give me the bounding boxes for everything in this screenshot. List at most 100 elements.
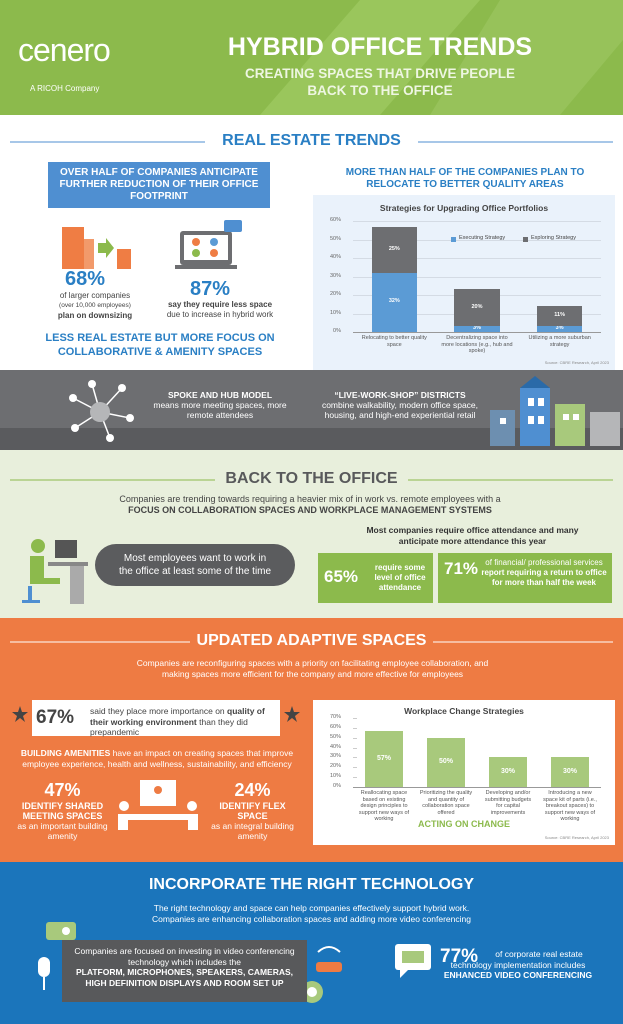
stat-line: said they place more importance on	[90, 706, 225, 716]
tech-box: Companies are focused on investing in vi…	[62, 940, 307, 1002]
title: HYBRID OFFICE TRENDS	[227, 33, 533, 61]
model-district: “LIVE-WORK-SHOP” DISTRICTS combine walkab…	[315, 390, 485, 420]
logo: cenero	[18, 32, 111, 68]
y-tick-label: 50%	[329, 733, 341, 740]
x-tick-label: Reallocating space based on existing des…	[358, 790, 410, 822]
tick-mark	[353, 718, 357, 719]
amenities-bold: BUILDING AMENITIES	[20, 748, 111, 758]
y-tick-label: 10%	[329, 309, 341, 316]
chart-title: Strategies for Upgrading Office Portfoli…	[379, 203, 549, 213]
intro-line: The right technology and space can help …	[153, 903, 470, 913]
value-label: 57%	[376, 754, 391, 762]
y-tick-label: 40%	[329, 743, 341, 750]
section-heading: UPDATED ADAPTIVE SPACES	[196, 632, 427, 649]
stat-24: 24% IDENTIFY FLEX SPACE as an integral bui…	[205, 780, 300, 841]
conclusion: LESS REAL ESTATE BUT MORE FOCUS ON COLLA…	[45, 332, 275, 358]
y-tick-label: 60%	[329, 217, 341, 223]
stat-line: of larger companies	[59, 291, 131, 300]
bar	[454, 326, 500, 332]
tick-mark	[353, 747, 357, 749]
bar	[550, 757, 590, 787]
y-tick-label: 50%	[329, 235, 341, 242]
section-heading: REAL ESTATE TRENDS	[222, 132, 401, 149]
y-tick-label: 30%	[329, 272, 341, 279]
stat-text: of corporate real estate technology impl…	[438, 949, 598, 981]
tick-mark	[353, 777, 357, 779]
y-tick-label: 60%	[329, 723, 341, 730]
x-tick-label: Prioritizing the quality and quantity of…	[419, 790, 473, 816]
stat-text: of larger companies (over 10,000 employee…	[40, 291, 150, 321]
value-label: 11%	[554, 312, 565, 319]
value-label: 30%	[500, 768, 515, 776]
tick-mark	[353, 737, 357, 739]
section-decor	[10, 479, 613, 604]
chart-source: Source: CBRE Research, April 2023	[544, 835, 609, 840]
amenities-text: have an impact on creating spaces that i…	[22, 748, 294, 769]
stat-bold: ENHANCED VIDEO CONFERENCING	[443, 970, 593, 980]
model-text: combine walkability, modern office space…	[321, 400, 479, 420]
intro-line: Companies are enhancing collaboration sp…	[152, 913, 471, 924]
legend-label: Exploring Strategy	[531, 235, 576, 241]
technology-section: INCORPORATE THE RIGHT TECHNOLOGY The rig…	[0, 862, 623, 1024]
band-icons	[0, 376, 623, 450]
legend-swatch	[523, 237, 528, 242]
intro: Companies are reconfiguring spaces with …	[136, 658, 489, 679]
intro: Companies are trending towards requiring…	[110, 494, 510, 516]
bar	[426, 737, 466, 787]
value-label: 50%	[438, 758, 453, 766]
chart-subtitle: ACTING ON CHANGE	[418, 819, 510, 829]
tick-mark	[353, 767, 357, 769]
bar	[371, 272, 418, 332]
stat-text: as an integral building amenity	[211, 821, 294, 841]
stat-value: 47%	[44, 780, 81, 800]
stat-text: require some level of office attendance	[374, 563, 426, 592]
section-decor	[10, 141, 613, 269]
legend: Executing Strategy Exploring Strategy	[451, 235, 601, 245]
stat-text: of financial/ professional services repo…	[478, 558, 610, 588]
model-spoke: SPOKE AND HUB MODEL means more meeting sp…	[140, 390, 300, 420]
stat-value: 87%	[190, 278, 231, 300]
section-heading: INCORPORATE THE RIGHT TECHNOLOGY	[148, 876, 475, 893]
y-tick-label: 20%	[329, 291, 341, 297]
box-bold: PLATFORM, MICROPHONES, SPEAKERS, CAMERAS…	[75, 967, 294, 988]
model-title: “LIVE-WORK-SHOP” DISTRICTS	[334, 390, 466, 400]
stat-bold: quality of their working environment	[90, 706, 265, 727]
y-tick-label: 0%	[333, 783, 341, 789]
value-label: 30%	[562, 768, 577, 776]
intro-bold: FOCUS ON COLLABORATION SPACES AND WORKPL…	[128, 505, 492, 515]
y-tick-label: 30%	[329, 753, 341, 760]
grid-line	[353, 276, 601, 278]
x-tick-label: Relocating to better quality space	[361, 335, 427, 348]
grid-line	[353, 258, 601, 259]
stat-text: as an important building amenity	[17, 821, 108, 841]
value-label: 3%	[555, 325, 564, 332]
stat-value: 65%	[324, 567, 359, 586]
x-tick-label: Utilizing a more suburban strategy	[528, 335, 591, 348]
intro-text: Companies are trending towards requiring…	[119, 494, 501, 504]
intro: The right technology and space can help …	[100, 903, 523, 924]
axis-line	[353, 332, 601, 333]
models-band: SPOKE AND HUB MODEL means more meeting sp…	[0, 370, 623, 450]
stat-box: 65% require some level of office attendan…	[318, 553, 433, 603]
y-tick-label: 0%	[333, 328, 341, 334]
logo-tagline: A RICOH Company	[30, 84, 100, 93]
stat-line: say they require less space	[167, 300, 273, 309]
stat-line: (over 10,000 employees)	[59, 302, 131, 309]
x-tick-label: Introducing a new space kit of parts (i.…	[543, 790, 597, 822]
section-decor	[10, 641, 613, 830]
bar	[371, 226, 418, 273]
amenities: BUILDING AMENITIES have an impact on cre…	[12, 748, 302, 770]
value-label: 3%	[473, 325, 481, 332]
stat-line: of financial/ professional services	[485, 558, 603, 567]
stat-line: plan on downsizing	[57, 311, 133, 320]
x-tick-label: Decentralizing space into more locations…	[441, 335, 513, 354]
stat-title: IDENTIFY FLEX SPACE	[219, 801, 286, 821]
stat-box: 67% said they place more importance on qu…	[32, 700, 280, 737]
stat-box: 71% of financial/ professional services r…	[438, 553, 612, 603]
stat-47: 47% IDENTIFY SHARED MEETING SPACES as an i…	[10, 780, 115, 841]
box-text: Companies are focused on investing in vi…	[74, 946, 295, 967]
stat-value: 71%	[444, 559, 479, 578]
stat-value: 77%	[440, 946, 479, 967]
stat-bold: report requiring a return to office for …	[481, 568, 607, 587]
stat-value: 24%	[234, 780, 271, 800]
